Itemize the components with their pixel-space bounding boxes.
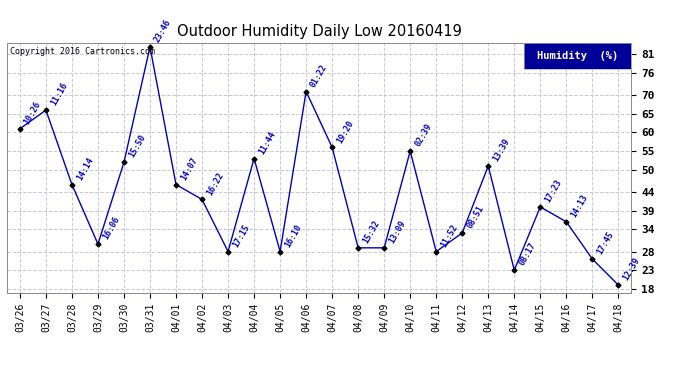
Text: 08:51: 08:51	[465, 204, 485, 230]
Text: 17:45: 17:45	[595, 230, 615, 256]
Text: 15:50: 15:50	[127, 133, 147, 159]
Text: 16:10: 16:10	[283, 223, 303, 249]
Text: 12:39: 12:39	[621, 256, 642, 282]
Text: 08:17: 08:17	[517, 241, 538, 267]
Text: 13:39: 13:39	[491, 137, 511, 163]
Text: 13:09: 13:09	[387, 219, 407, 245]
Text: 01:22: 01:22	[309, 63, 329, 89]
Text: 11:16: 11:16	[49, 81, 69, 107]
Text: 23:46: 23:46	[152, 18, 173, 44]
Text: 02:39: 02:39	[413, 122, 433, 148]
Text: 10:26: 10:26	[23, 100, 43, 126]
Text: 15:32: 15:32	[361, 219, 382, 245]
Title: Outdoor Humidity Daily Low 20160419: Outdoor Humidity Daily Low 20160419	[177, 24, 462, 39]
Text: 16:06: 16:06	[101, 215, 121, 242]
Text: 11:52: 11:52	[439, 223, 460, 249]
Text: 14:07: 14:07	[179, 156, 199, 182]
Text: 19:20: 19:20	[335, 118, 355, 145]
Text: Copyright 2016 Cartronics.com: Copyright 2016 Cartronics.com	[10, 47, 155, 56]
Text: 14:14: 14:14	[75, 156, 95, 182]
Text: 17:15: 17:15	[231, 223, 251, 249]
Text: 17:23: 17:23	[543, 178, 563, 204]
Text: 14:13: 14:13	[569, 193, 589, 219]
Text: Humidity  (%): Humidity (%)	[538, 51, 618, 61]
Text: 16:22: 16:22	[205, 171, 225, 196]
Text: 11:44: 11:44	[257, 130, 277, 156]
